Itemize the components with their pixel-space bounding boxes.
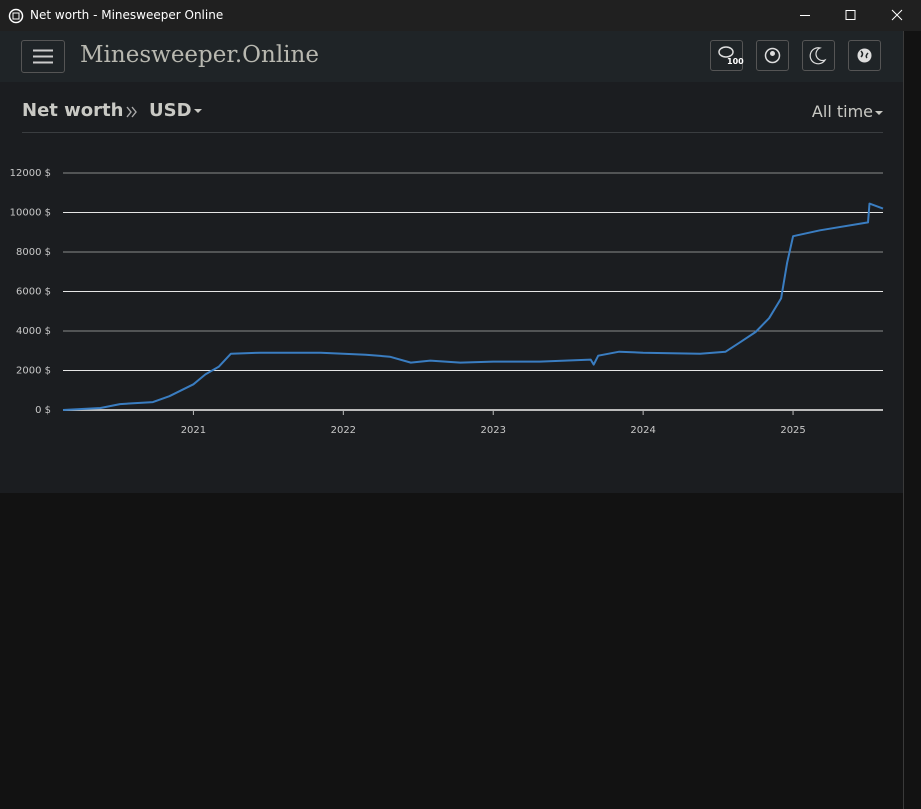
window-border <box>903 31 904 809</box>
currency-dropdown[interactable]: USD <box>149 100 202 121</box>
y-tick-label: 8000 $ <box>16 247 51 258</box>
y-tick-label: 12000 $ <box>10 168 51 179</box>
menu-icon <box>33 49 53 64</box>
x-tick-label: 2023 <box>481 425 506 436</box>
profile-button[interactable] <box>756 40 789 71</box>
data-line <box>62 202 884 411</box>
globe-icon <box>857 48 872 63</box>
period: All time <box>811 102 873 121</box>
title-bar: Net worth - Minesweeper Online <box>0 0 921 31</box>
menu-button[interactable] <box>21 40 65 73</box>
chat-button[interactable]: 100 <box>710 40 744 71</box>
chart: 0 $ 2000 $ 4000 $ 6000 $ 8000 $ 10000 $ 12000 … <box>10 168 884 436</box>
chat-icon <box>718 46 734 58</box>
window-title: Net worth - Minesweeper Online <box>30 8 224 22</box>
y-tick-label: 0 $ <box>35 405 51 416</box>
window-controls[interactable] <box>790 0 910 31</box>
app-icon <box>8 8 24 24</box>
caret <box>193 109 202 113</box>
moon-icon <box>809 47 827 65</box>
close[interactable] <box>891 9 903 21</box>
x-tick-label: 2024 <box>630 425 655 436</box>
brand[interactable]: Minesweeper.Online <box>80 42 319 68</box>
y-tick-label: 2000 $ <box>16 366 51 377</box>
breadcrumb-separator <box>126 106 137 118</box>
y-tick-label: 6000 $ <box>16 287 51 298</box>
language-button[interactable] <box>848 40 881 71</box>
period-dropdown[interactable]: All time <box>812 102 883 121</box>
x-tick-label: 2021 <box>181 425 206 436</box>
maximize[interactable] <box>845 10 856 20</box>
app-header: Minesweeper.Online 100 <box>0 31 903 82</box>
page-title: Net worth <box>22 100 124 121</box>
currency: USD <box>149 100 192 121</box>
x-tick-label: 2022 <box>331 425 356 436</box>
y-tick-label: 4000 $ <box>16 326 51 337</box>
x-tick-label: 2025 <box>780 425 805 436</box>
divider <box>22 132 883 133</box>
profile-icon <box>764 47 781 64</box>
chat-badge: 100 <box>727 57 744 66</box>
y-tick-label: 10000 $ <box>10 208 51 219</box>
theme-button[interactable] <box>802 40 835 71</box>
content-panel: Net worth USD All time 0 $ 2000 $ 4000 $ 60… <box>0 82 903 493</box>
caret <box>875 110 883 115</box>
